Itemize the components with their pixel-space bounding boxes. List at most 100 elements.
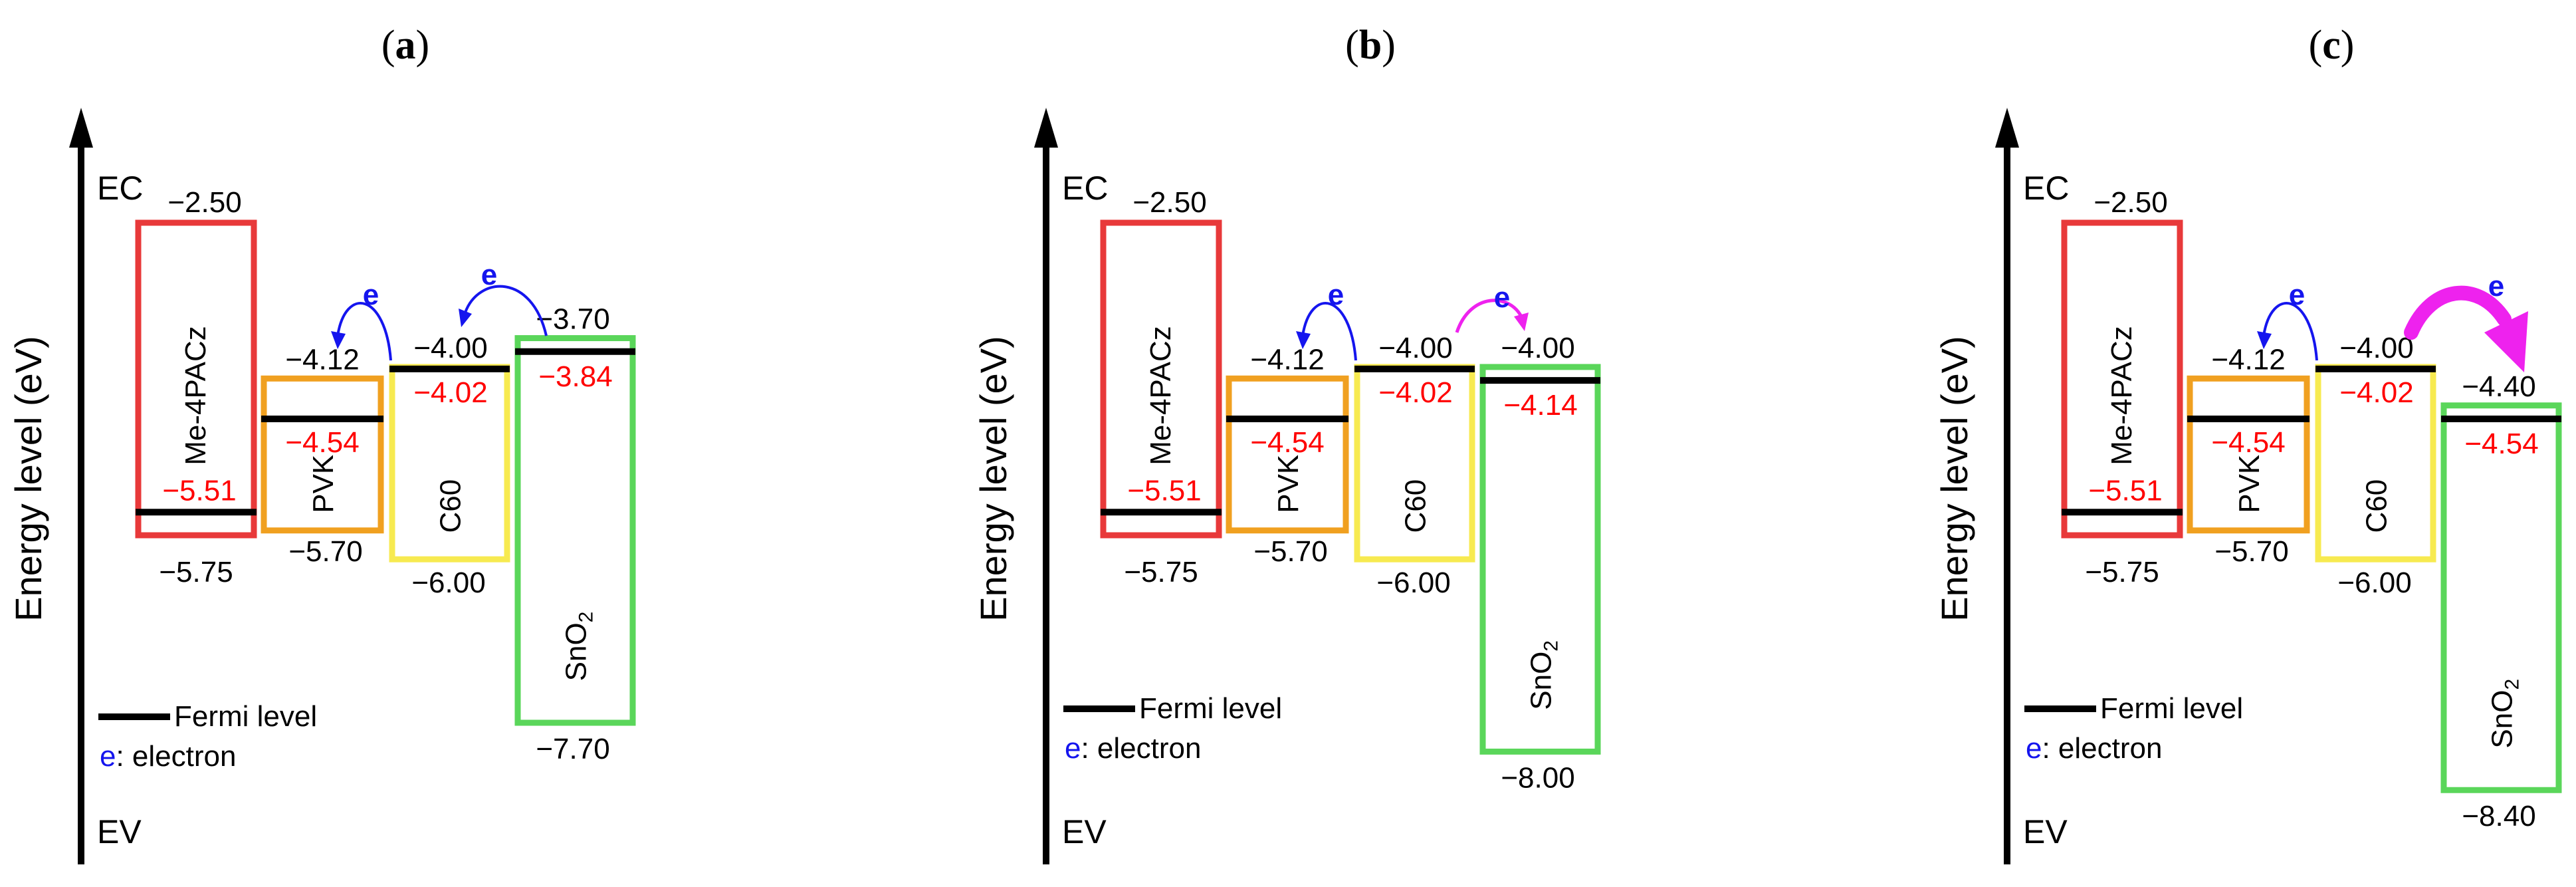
- pvk-fermi-value: −4.54: [1250, 426, 1324, 459]
- me4pacz-fermi-value: −5.51: [1127, 474, 1201, 507]
- panel-a: (a) Energy level (eV) EC EV −2.50 −5.75 −5.51 M…: [7, 23, 636, 864]
- pvk-lumo-value: −4.12: [2211, 343, 2285, 376]
- sno2-name-base: SnO: [560, 622, 593, 681]
- panel-label-letter: b: [1359, 23, 1382, 68]
- sno2-band-box: [2440, 402, 2562, 793]
- electron-arrow-label-1: e: [363, 279, 379, 311]
- electron-arrow-label-1: e: [2289, 279, 2305, 311]
- sno2-name-base: SnO: [2486, 690, 2519, 749]
- ec-label: EC: [1062, 170, 1108, 207]
- pvk-name: PVK: [1272, 455, 1305, 513]
- me4pacz-lumo-value: −2.50: [167, 186, 241, 219]
- pvk-name: PVK: [307, 455, 340, 513]
- panel-label: (a): [381, 23, 429, 68]
- me4pacz-name: Me-4PACz: [1144, 326, 1177, 465]
- c60-name: C60: [435, 479, 467, 533]
- sno2-fermi-value: −4.14: [1503, 389, 1577, 422]
- c60-lumo-value: −4.00: [1378, 332, 1452, 364]
- pvk-band-box: [261, 375, 384, 534]
- electron-arrow-c60-to-sno2: [2404, 285, 2512, 340]
- legend-electron-symbol: e: [100, 740, 116, 773]
- panel-label: (b): [1345, 23, 1396, 68]
- sno2-band-box: [514, 335, 636, 726]
- electron-arrow-head-2: [459, 309, 472, 327]
- electron-arrow-label-2: e: [481, 259, 497, 291]
- sno2-homo-value: −7.70: [536, 733, 609, 765]
- legend-electron-label: : electron: [2042, 732, 2162, 765]
- sno2-homo-value: −8.00: [1501, 761, 1574, 794]
- sno2-name-subscript: 2: [2502, 679, 2523, 690]
- pvk-lumo-value: −4.12: [285, 343, 359, 376]
- axis-label-energy: Energy level (eV): [1933, 336, 1975, 622]
- ec-label: EC: [97, 170, 143, 207]
- c60-fermi-value: −4.02: [413, 376, 487, 409]
- energy-axis-arrowhead: [1034, 108, 1058, 148]
- electron-arrow-head-2: [2484, 311, 2528, 372]
- me4pacz-fermi-value: −5.51: [162, 474, 236, 507]
- panel-b: (b) Energy level (eV) EC EV −2.50 −5.75 −5.51 M…: [972, 23, 1601, 864]
- sno2-fermi-value: −3.84: [538, 360, 612, 393]
- legend-electron-label: : electron: [116, 740, 236, 773]
- energy-axis-arrowhead: [69, 108, 93, 148]
- c60-fermi-value: −4.02: [2339, 376, 2413, 409]
- electron-arrow-sno2-to-c60: [464, 285, 548, 336]
- axis-label-energy: Energy level (eV): [972, 336, 1014, 622]
- ev-label: EV: [97, 813, 142, 850]
- electron-arrow-c60-to-pvk: [336, 301, 392, 361]
- me4pacz-band-box: [135, 219, 257, 539]
- electron-arrow-label-2: e: [1494, 281, 1510, 314]
- pvk-homo-value: −5.70: [288, 535, 362, 568]
- me4pacz-name: Me-4PACz: [2105, 326, 2138, 465]
- electron-arrow-c60-to-pvk: [2262, 301, 2318, 361]
- sno2-lumo-value: −4.00: [1501, 332, 1574, 364]
- legend-electron: e: electron: [100, 740, 236, 773]
- pvk-fermi-value: −4.54: [2211, 426, 2285, 459]
- sno2-name-subscript: 2: [1541, 640, 1562, 652]
- panel-label-close: ): [1382, 23, 1396, 68]
- legend-electron: e: electron: [2026, 732, 2162, 765]
- panel-label-close: ): [2341, 23, 2355, 68]
- legend-electron-symbol: e: [1065, 732, 1081, 765]
- c60-lumo-value: −4.00: [413, 332, 487, 364]
- panel-label-open: (: [381, 23, 395, 68]
- electron-arrow-c60-to-sno2: [1455, 299, 1524, 333]
- sno2-name-subscript: 2: [576, 612, 597, 623]
- electron-arrow-head-1: [2257, 331, 2272, 349]
- legend-electron: e: electron: [1065, 732, 1201, 765]
- sno2-name-base: SnO: [1525, 652, 1558, 710]
- legend-fermi-label: Fermi level: [1139, 692, 1282, 725]
- me4pacz-lumo-value: −2.50: [2093, 186, 2167, 219]
- legend-electron-symbol: e: [2026, 732, 2042, 765]
- electron-arrow-head-2: [1514, 313, 1529, 331]
- pvk-band-box: [1226, 375, 1349, 534]
- sno2-band-box: [1479, 364, 1601, 755]
- panel-label-close: ): [416, 23, 430, 68]
- ev-label: EV: [2023, 813, 2068, 850]
- pvk-homo-value: −5.70: [1253, 535, 1327, 568]
- me4pacz-band-box: [1100, 219, 1222, 539]
- panel-label-open: (: [2309, 23, 2323, 68]
- pvk-band-box: [2187, 375, 2310, 534]
- electron-arrow-head-1: [331, 331, 346, 349]
- sno2-homo-value: −8.40: [2462, 800, 2535, 832]
- c60-homo-value: −6.00: [1376, 567, 1450, 599]
- electron-arrow-label-2: e: [2488, 270, 2504, 303]
- axis-label-energy: Energy level (eV): [7, 336, 49, 622]
- pvk-fermi-value: −4.54: [285, 426, 359, 459]
- panel-label: (c): [2309, 23, 2355, 68]
- pvk-homo-value: −5.70: [2214, 535, 2288, 568]
- electron-arrow-head-1: [1296, 331, 1311, 349]
- sno2-name: SnO2: [1525, 640, 1562, 710]
- pvk-name: PVK: [2233, 455, 2266, 513]
- me4pacz-fermi-value: −5.51: [2088, 474, 2162, 507]
- me4pacz-homo-value: −5.75: [2085, 556, 2159, 588]
- sno2-fermi-value: −4.54: [2464, 428, 2538, 460]
- legend-electron-label: : electron: [1081, 732, 1201, 765]
- sno2-lumo-value: −4.40: [2462, 370, 2535, 403]
- sno2-name: SnO2: [2486, 679, 2523, 749]
- me4pacz-homo-value: −5.75: [1124, 556, 1198, 588]
- electron-arrow-c60-to-pvk: [1301, 301, 1357, 361]
- ec-label: EC: [2023, 170, 2069, 207]
- electron-arrow-label-1: e: [1328, 279, 1344, 311]
- me4pacz-name: Me-4PACz: [179, 326, 212, 465]
